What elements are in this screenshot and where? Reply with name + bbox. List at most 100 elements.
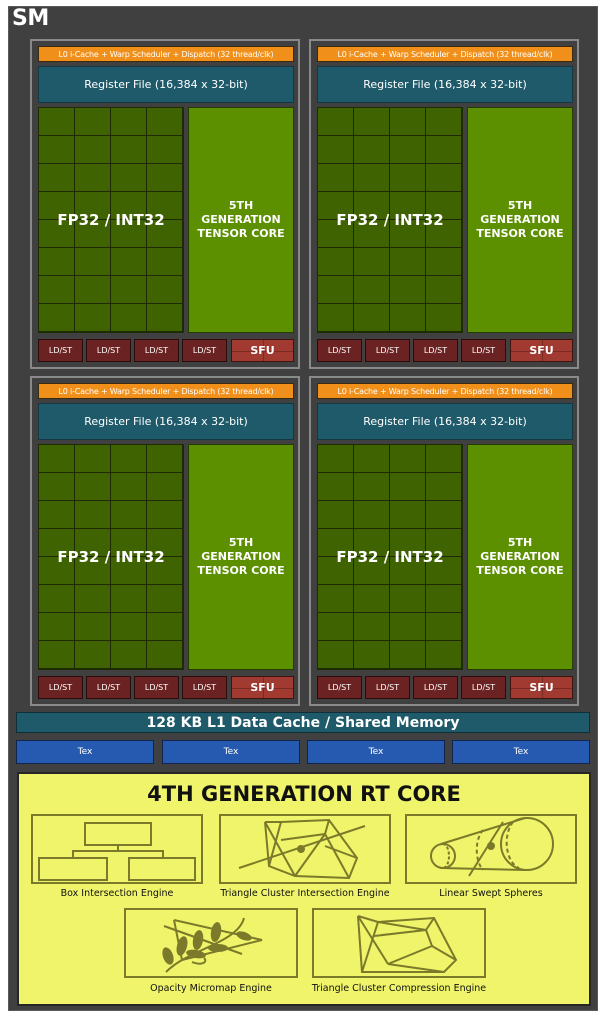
fp32-cell	[390, 136, 426, 164]
fp32-cell	[390, 445, 426, 473]
fp32-cell	[111, 641, 147, 669]
fp32-cell	[354, 529, 390, 557]
fp32-cell	[111, 613, 147, 641]
fp32-cell	[75, 192, 111, 220]
fp32-cell	[147, 501, 183, 529]
fp32-int32-grid	[38, 107, 184, 333]
fp32-cell	[318, 136, 354, 164]
fp32-cell	[426, 108, 462, 136]
fp32-cell	[390, 108, 426, 136]
fp32-cell	[354, 164, 390, 192]
fp32-cell	[426, 557, 462, 585]
fp32-cell	[75, 473, 111, 501]
leaf-triangle-icon	[162, 917, 263, 973]
fp32-cell	[354, 585, 390, 613]
fp32-cell	[390, 557, 426, 585]
fp32-cell	[75, 613, 111, 641]
fp32-cell	[111, 276, 147, 304]
fp32-cell	[147, 529, 183, 557]
ldst-unit: LD/ST	[461, 676, 506, 699]
fp32-cell	[111, 164, 147, 192]
engine-label: Opacity Micromap Engine	[150, 983, 272, 994]
fp32-cell	[147, 613, 183, 641]
processing-block-2: L0 i-Cache + Warp Scheduler + Dispatch (…	[309, 39, 579, 369]
fp32-cell	[39, 192, 75, 220]
processing-block-4: L0 i-Cache + Warp Scheduler + Dispatch (…	[309, 376, 579, 706]
sfu-label: SFU	[250, 344, 275, 357]
ldst-unit: LD/ST	[461, 339, 506, 362]
fp32-cell	[426, 248, 462, 276]
fp32-cell	[318, 557, 354, 585]
tex-unit: Tex	[162, 740, 300, 764]
fp32-cell	[75, 585, 111, 613]
fp32-cell	[147, 136, 183, 164]
fp32-cell	[39, 108, 75, 136]
fp32-cell	[39, 641, 75, 669]
fp32-cell	[147, 220, 183, 248]
ldst-unit: LD/ST	[365, 339, 410, 362]
fp32-cell	[426, 529, 462, 557]
fp32-cell	[390, 641, 426, 669]
fp32-cell	[354, 641, 390, 669]
fp32-cell	[111, 529, 147, 557]
engine-label: Triangle Cluster Compression Engine	[311, 983, 487, 994]
fp32-cell	[75, 276, 111, 304]
fp32-cell	[354, 557, 390, 585]
ldst-unit: LD/ST	[317, 339, 362, 362]
fp32-cell	[426, 276, 462, 304]
fp32-cell	[354, 220, 390, 248]
fp32-cell	[354, 304, 390, 332]
fp32-cell	[354, 108, 390, 136]
fp32-cell	[318, 164, 354, 192]
fp32-cell	[318, 501, 354, 529]
engine-label: Triangle Cluster Intersection Engine	[220, 888, 390, 899]
fp32-cell	[39, 164, 75, 192]
fp32-cell	[354, 192, 390, 220]
fp32-cell	[75, 529, 111, 557]
fp32-cell	[111, 220, 147, 248]
fp32-cell	[426, 220, 462, 248]
fp32-cell	[354, 136, 390, 164]
box-intersection-engine	[31, 814, 203, 884]
fp32-cell	[318, 529, 354, 557]
fp32-cell	[318, 641, 354, 669]
fp32-cell	[426, 473, 462, 501]
fp32-cell	[111, 304, 147, 332]
sfu-label: SFU	[529, 681, 554, 694]
fp32-cell	[111, 136, 147, 164]
fp32-cell	[354, 248, 390, 276]
fp32-cell	[39, 276, 75, 304]
fp32-cell	[318, 220, 354, 248]
fp32-cell	[390, 164, 426, 192]
l0-cache-scheduler: L0 i-Cache + Warp Scheduler + Dispatch (…	[38, 46, 294, 62]
fp32-cell	[75, 248, 111, 276]
ldst-unit: LD/ST	[134, 676, 179, 699]
tex-unit: Tex	[452, 740, 590, 764]
l0-cache-scheduler: L0 i-Cache + Warp Scheduler + Dispatch (…	[317, 383, 573, 399]
fp32-cell	[75, 108, 111, 136]
fp32-cell	[39, 473, 75, 501]
fp32-cell	[147, 304, 183, 332]
fp32-cell	[39, 557, 75, 585]
fp32-cell	[390, 304, 426, 332]
fp32-cell	[354, 613, 390, 641]
ldst-unit: LD/ST	[86, 676, 131, 699]
ldst-unit: LD/ST	[365, 676, 410, 699]
ldst-unit: LD/ST	[413, 676, 458, 699]
fp32-cell	[39, 248, 75, 276]
fp32-cell	[318, 192, 354, 220]
fp32-cell	[75, 304, 111, 332]
l0-cache-scheduler: L0 i-Cache + Warp Scheduler + Dispatch (…	[317, 46, 573, 62]
linear-swept-spheres-engine	[405, 814, 577, 884]
fp32-cell	[318, 276, 354, 304]
triangle-cluster-compression-engine	[312, 908, 486, 978]
rt-core: 4TH GENERATION RT CORE Box Intersection …	[17, 772, 591, 1006]
fp32-cell	[318, 108, 354, 136]
fp32-cell	[75, 557, 111, 585]
fp32-cell	[111, 473, 147, 501]
fp32-cell	[75, 641, 111, 669]
sm-title: SM	[12, 6, 49, 31]
sfu-unit: SFU	[231, 676, 294, 699]
fp32-cell	[75, 220, 111, 248]
sfu-label: SFU	[529, 344, 554, 357]
